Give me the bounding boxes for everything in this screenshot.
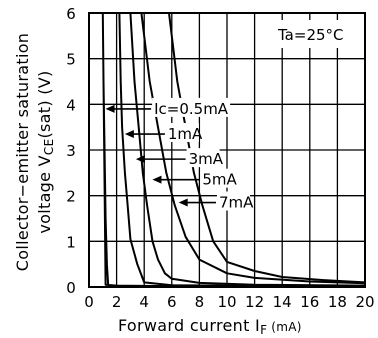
x-tick-label: 10 — [217, 293, 236, 311]
x-tick-label: 6 — [167, 293, 177, 311]
x-tick-label: 18 — [328, 293, 347, 311]
x-axis-title: Forward current IF (mA) — [118, 316, 302, 337]
x-tick-label: 0 — [84, 293, 94, 311]
x-tick-label: 14 — [273, 293, 292, 311]
x-tick-label: 8 — [195, 293, 205, 311]
annotation-label-bg — [152, 97, 231, 117]
series-line-2 — [118, 12, 366, 288]
y-axis-title-line2-b: (sat) (V) — [35, 70, 54, 138]
annotation-label-3: 3mA — [189, 150, 224, 168]
annotation-label-1: Ic=0.5mA — [154, 100, 229, 118]
y-tick-label: 3 — [66, 142, 76, 160]
y-tick-label: 4 — [66, 96, 76, 114]
y-tick-label: 0 — [66, 279, 76, 297]
y-axis-title-line2: voltage VCE(sat) (V) — [35, 70, 56, 233]
plot-frame — [88, 12, 366, 288]
x-tick-label: 4 — [139, 293, 149, 311]
x-axis-title-sub: F — [260, 323, 267, 337]
series-line-3 — [129, 12, 366, 287]
y-tick-label: 1 — [66, 233, 76, 251]
annotation-label-5: 7mA — [219, 194, 254, 212]
y-axis-title-line2-a: voltage V — [35, 155, 54, 234]
x-tick-label: 16 — [300, 293, 319, 311]
annotation-label-4: 5mA — [202, 171, 237, 189]
annotation-arrow-head — [124, 130, 134, 139]
annotation-arrow-head — [135, 155, 145, 164]
x-tick-label: 12 — [245, 293, 264, 311]
y-tick-label: 5 — [66, 51, 76, 69]
annotation-label-bg — [186, 148, 220, 168]
series-line-1 — [101, 12, 365, 288]
y-tick-labels: 0 1 2 3 4 5 6 — [66, 5, 76, 297]
x-tick-label: 20 — [355, 293, 374, 311]
annotation-label-2: 1mA — [168, 125, 203, 143]
annotation-label-bg — [165, 123, 199, 143]
y-axis-title-line1: Collector−emitter saturation — [13, 33, 32, 271]
annotation-arrow-head — [152, 175, 162, 184]
x-tick-label: 2 — [112, 293, 122, 311]
x-axis-title-unit: (mA) — [271, 320, 301, 334]
annotation-label-bg — [200, 168, 234, 188]
y-axis-title: Collector−emitter saturation voltage VCE… — [13, 33, 56, 271]
annotation-arrow-head — [178, 198, 188, 207]
y-axis-title-line2-sub: CE — [42, 139, 56, 156]
condition-label: Ta=25°C — [277, 26, 344, 44]
y-tick-label: 6 — [66, 5, 76, 23]
x-tick-labels: 0 2 4 6 8 10 12 14 16 18 20 — [84, 293, 374, 311]
annotation-label-bg — [216, 191, 250, 211]
annotation-arrow-head — [105, 104, 115, 113]
y-tick-label: 2 — [66, 188, 76, 206]
annotations: Ic=0.5mA 1mA 3mA 5mA 7mA — [105, 97, 254, 212]
x-axis-title-main: Forward current I — [118, 316, 260, 335]
condition-box: Ta=25°C — [272, 20, 362, 48]
